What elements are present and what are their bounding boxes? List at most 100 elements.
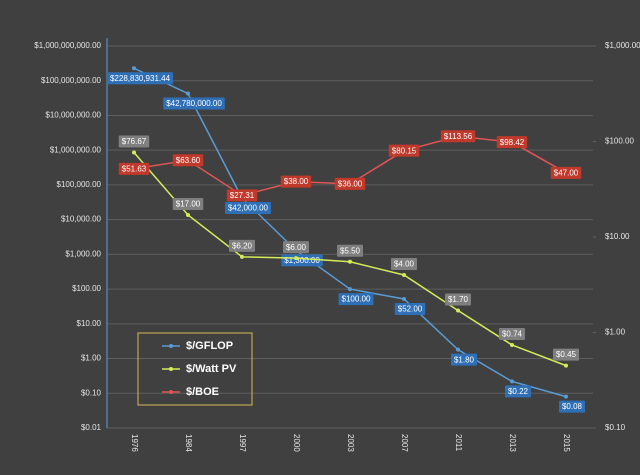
legend-marker xyxy=(169,344,173,348)
data-label: $1.80 xyxy=(450,353,478,366)
data-label-box xyxy=(172,197,204,210)
x-tick-label: 2011 xyxy=(454,434,463,452)
data-label-text: $47.00 xyxy=(554,168,579,177)
data-label: $63.60 xyxy=(172,154,204,167)
data-label-box xyxy=(388,144,420,157)
data-label-text: $6.20 xyxy=(232,241,253,250)
y-tick-label: $100,000.00 xyxy=(57,180,102,189)
data-label-box xyxy=(336,244,364,257)
data-label-text: $17.00 xyxy=(176,200,201,209)
data-point xyxy=(186,212,190,217)
data-label-box xyxy=(224,201,272,214)
data-label-text: $100.00 xyxy=(342,295,371,304)
data-label-box xyxy=(226,189,258,202)
data-label-text: $4.00 xyxy=(394,260,415,269)
data-label-text: $63.60 xyxy=(176,156,201,165)
data-point xyxy=(348,287,352,292)
data-label: $0.74 xyxy=(498,327,526,340)
x-tick-label: 2007 xyxy=(400,434,409,452)
y-tick-label: $0.01 xyxy=(81,423,102,432)
data-point xyxy=(510,379,514,384)
data-label-text: $0.74 xyxy=(502,330,523,339)
data-label-text: $38.00 xyxy=(284,177,309,186)
data-label-text: $52.00 xyxy=(398,305,423,314)
data-label: $38.00 xyxy=(280,175,312,188)
y-tick-label: $100.00 xyxy=(72,284,101,293)
data-label-text: $1,300.00 xyxy=(284,256,320,265)
x-tick-label: 2000 xyxy=(292,434,301,452)
data-label-text: $0.08 xyxy=(562,402,583,411)
data-label: $80.15 xyxy=(388,144,420,157)
y-tick-label: $1,000.00 xyxy=(65,249,101,258)
data-label-text: $0.22 xyxy=(508,387,529,396)
data-label-text: $27.31 xyxy=(230,191,255,200)
y2-tick-label: $1,000.00 xyxy=(605,41,640,50)
data-label-text: $6.00 xyxy=(286,243,307,252)
data-label: $36.00 xyxy=(334,177,366,190)
data-label-box xyxy=(550,166,582,179)
data-point xyxy=(456,308,460,313)
data-label-text: $228,830,931.44 xyxy=(110,74,171,83)
data-label-text: $80.15 xyxy=(392,146,417,155)
data-point xyxy=(564,363,568,368)
data-label-box xyxy=(118,135,150,148)
y-tick-label: $10,000.00 xyxy=(61,215,102,224)
data-label: $98.42 xyxy=(496,136,528,149)
legend-label: $/GFLOP xyxy=(186,340,233,352)
data-label: $228,830,931.44 xyxy=(106,72,174,85)
data-label: $6.20 xyxy=(228,239,256,252)
data-label-box xyxy=(228,239,256,252)
data-label-box xyxy=(558,400,586,413)
data-label: $5.50 xyxy=(336,244,364,257)
data-label-box xyxy=(106,72,174,85)
data-label: $42,000.00 xyxy=(224,201,272,214)
data-label-box xyxy=(282,241,310,254)
data-label-box xyxy=(504,385,532,398)
data-label: $42,780,000.00 xyxy=(163,97,225,110)
y-tick-label: $10.00 xyxy=(77,319,102,328)
y2-tick-label: $0.10 xyxy=(605,423,626,432)
x-tick-label: 1997 xyxy=(238,434,247,452)
data-label-text: $42,000.00 xyxy=(228,204,269,213)
y-tick-label: $1.00 xyxy=(81,354,102,363)
y-tick-label: $0.10 xyxy=(81,388,102,397)
x-tick-label: 1984 xyxy=(184,434,193,452)
data-point xyxy=(348,259,352,264)
data-point xyxy=(240,254,244,259)
data-label: $27.31 xyxy=(226,189,258,202)
data-label-box xyxy=(496,136,528,149)
x-tick-label: 2013 xyxy=(508,434,517,452)
x-tick-label: 2003 xyxy=(346,434,355,452)
x-tick-label: 1976 xyxy=(130,434,139,452)
data-label: $100.00 xyxy=(338,293,374,306)
data-label-box xyxy=(498,327,526,340)
legend-label: $/Watt PV xyxy=(186,363,237,375)
data-label: $0.45 xyxy=(552,348,580,361)
legend-label: $/BOE xyxy=(186,386,219,398)
data-label: $76.67 xyxy=(118,135,150,148)
y-tick-label: $10,000,000.00 xyxy=(45,111,101,120)
y-tick-label: $1,000,000.00 xyxy=(50,145,102,154)
y-tick-label: $100,000,000.00 xyxy=(41,76,102,85)
legend: $/GFLOP $/Watt PV $/BOE xyxy=(137,332,253,406)
data-point xyxy=(132,66,136,71)
data-label: $17.00 xyxy=(172,197,204,210)
data-point xyxy=(564,394,568,399)
data-label-text: $113.56 xyxy=(444,132,473,141)
x-tick-label: 2015 xyxy=(562,434,571,452)
y2-tick-label: $100.00 xyxy=(605,137,634,146)
data-label: $1,300.00 xyxy=(281,254,323,267)
data-label-text: $1.80 xyxy=(454,355,475,364)
data-label-box xyxy=(440,130,476,143)
data-label-box xyxy=(390,258,418,271)
data-label: $4.00 xyxy=(390,258,418,271)
data-label-box xyxy=(450,353,478,366)
data-label: $1.70 xyxy=(444,293,472,306)
data-label-text: $36.00 xyxy=(338,179,363,188)
data-label-box xyxy=(172,154,204,167)
data-label-text: $98.42 xyxy=(500,138,525,147)
data-label: $0.08 xyxy=(558,400,586,413)
data-label-text: $1.70 xyxy=(448,295,469,304)
legend-marker xyxy=(169,367,173,371)
